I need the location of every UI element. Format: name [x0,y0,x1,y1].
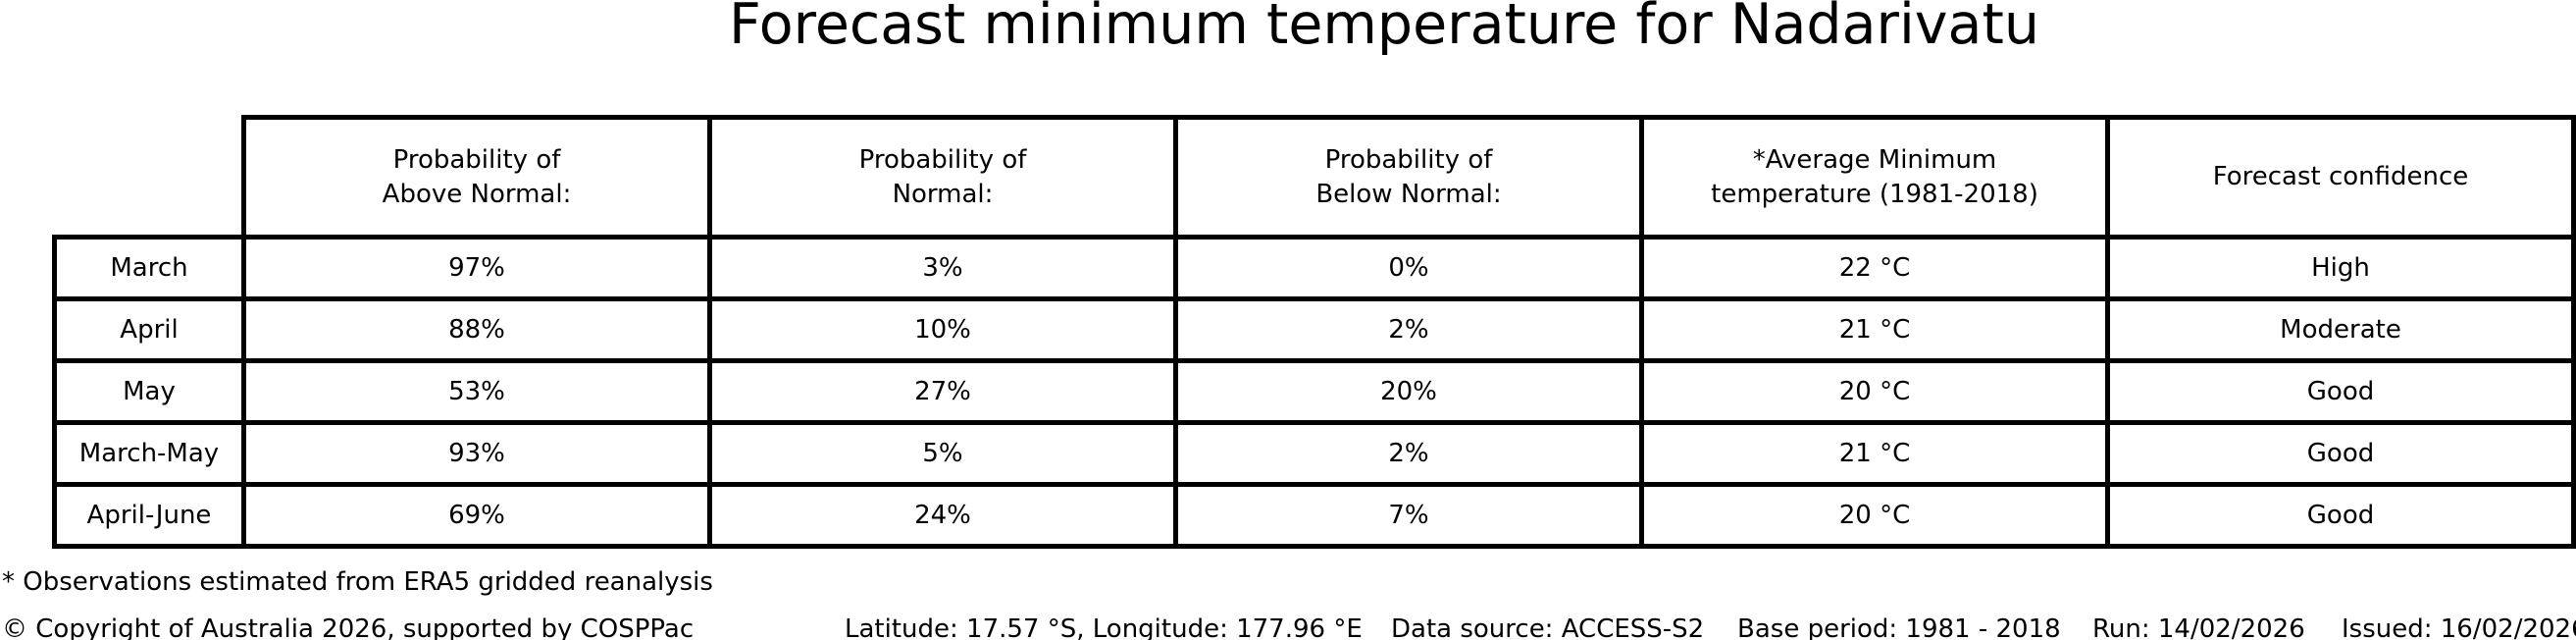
header-line: *Average Minimum [1752,144,1997,175]
header-line: Probability of [392,144,561,175]
run-date-text: Run: 14/02/2026 [2092,614,2305,640]
table-row-march: March 97% 3% 0% 22 °C High [52,235,2576,301]
cell-above-normal: 69% [241,482,712,549]
header-line: Below Normal: [1315,179,1502,209]
table-row-may: May 53% 27% 20% 20 °C Good [52,358,2576,425]
row-label: April-June [52,482,246,549]
row-label: April [52,296,246,363]
table-row-march-may: March-May 93% 5% 2% 21 °C Good [52,420,2576,487]
cell-forecast-confidence: Good [2105,420,2576,487]
cell-normal: 27% [707,358,1178,425]
cell-forecast-confidence: Good [2105,358,2576,425]
header-line: temperature (1981-2018) [1711,179,2038,209]
column-header-below-normal: Probability of Below Normal: [1173,115,1644,240]
issued-date-text: Issued: 16/02/2026 [2342,614,2576,640]
header-line: Forecast confidence [2212,162,2469,191]
table-row-april-june: April-June 69% 24% 7% 20 °C Good [52,482,2576,549]
cell-average-minimum-temperature: 22 °C [1639,235,2110,301]
cell-average-minimum-temperature: 21 °C [1639,296,2110,363]
figure-title: Forecast minimum temperature for Nadariv… [729,0,2039,57]
location-text: Latitude: 17.57 °S, Longitude: 177.96 °E [845,614,1363,640]
cell-forecast-confidence: Moderate [2105,296,2576,363]
cell-below-normal: 20% [1173,358,1644,425]
data-source-text: Data source: ACCESS-S2 [1391,614,1705,640]
cell-above-normal: 88% [241,296,712,363]
row-label: March [52,235,246,301]
table-row-april: April 88% 10% 2% 21 °C Moderate [52,296,2576,363]
cell-above-normal: 97% [241,235,712,301]
cell-average-minimum-temperature: 20 °C [1639,482,2110,549]
cell-above-normal: 93% [241,420,712,487]
cell-below-normal: 2% [1173,296,1644,363]
forecast-table: Probability of Above Normal: Probability… [52,115,2576,549]
header-line: Above Normal: [382,179,572,209]
observations-footnote: * Observations estimated from ERA5 gridd… [2,567,713,597]
cell-below-normal: 0% [1173,235,1644,301]
cell-normal: 5% [707,420,1178,487]
cell-below-normal: 2% [1173,420,1644,487]
base-period-text: Base period: 1981 - 2018 [1737,614,2061,640]
row-label: May [52,358,246,425]
column-header-above-normal: Probability of Above Normal: [241,115,712,240]
corner-cell [55,118,244,238]
column-header-normal: Probability of Normal: [707,115,1178,240]
cell-below-normal: 7% [1173,482,1644,549]
cell-average-minimum-temperature: 20 °C [1639,358,2110,425]
cell-forecast-confidence: Good [2105,482,2576,549]
header-line: Normal: [892,179,994,209]
cell-average-minimum-temperature: 21 °C [1639,420,2110,487]
cell-normal: 3% [707,235,1178,301]
row-label: March-May [52,420,246,487]
cell-above-normal: 53% [241,358,712,425]
header-line: Probability of [1324,144,1493,175]
column-header-average-minimum-temperature: *Average Minimum temperature (1981-2018) [1639,115,2110,240]
column-header-forecast-confidence: Forecast confidence [2105,115,2576,240]
cell-normal: 10% [707,296,1178,363]
cell-forecast-confidence: High [2105,235,2576,301]
copyright-text: © Copyright of Australia 2026, supported… [2,614,695,640]
table-header-row: Probability of Above Normal: Probability… [55,115,2576,240]
cell-normal: 24% [707,482,1178,549]
header-line: Probability of [858,144,1027,175]
